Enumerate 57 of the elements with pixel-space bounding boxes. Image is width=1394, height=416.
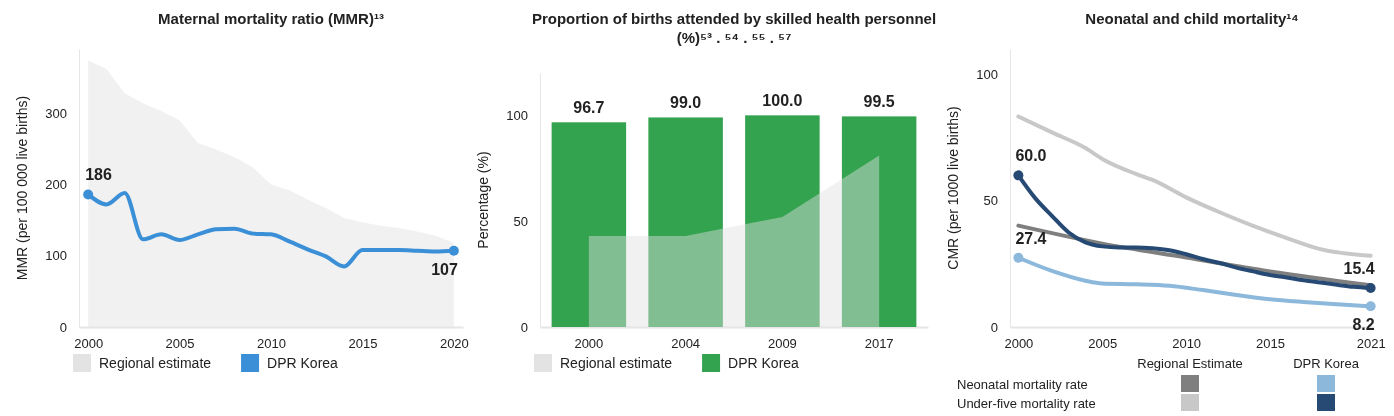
- x-tick-label: 2000: [1004, 336, 1034, 352]
- bar: [551, 122, 627, 327]
- x-tick-label: 2020: [439, 336, 469, 352]
- y-tick-label: 50: [513, 213, 528, 229]
- y-tick-label: 100: [506, 107, 528, 123]
- x-tick-label: 2004: [671, 336, 701, 352]
- x-tick-label: 2009: [767, 336, 797, 352]
- x-tick-label: 2015: [1256, 336, 1285, 352]
- x-tick-label: 2015: [348, 336, 378, 352]
- x-tick-label: 2021: [1356, 336, 1386, 352]
- point: [1365, 283, 1376, 294]
- data-label: 99.0: [670, 94, 702, 112]
- y-tick-label: 0: [59, 319, 67, 335]
- y-tick-label: 300: [45, 105, 67, 121]
- bar: [841, 116, 917, 327]
- legend-label: Regional estimate: [99, 355, 212, 371]
- point: [1013, 170, 1024, 181]
- y-tick-label: 100: [45, 248, 67, 264]
- y-axis-title: Percentage (%): [475, 151, 491, 249]
- data-label: 99.5: [863, 93, 895, 111]
- data-label: 8.2: [1352, 316, 1375, 334]
- point: [1013, 252, 1024, 263]
- text: Under-five mortality rate: [957, 396, 1096, 411]
- data-label: 60.0: [1015, 147, 1047, 165]
- text: Regional Estimate: [1137, 356, 1243, 371]
- legend-label: Regional estimate: [560, 355, 673, 371]
- point: [1365, 301, 1376, 312]
- legend-label: DPR Korea: [728, 355, 800, 371]
- chart-title: Maternal mortality ratio (MMR)¹³: [158, 10, 384, 27]
- x-tick-label: 2010: [1172, 336, 1202, 352]
- bar: [745, 115, 820, 327]
- text: Neonatal mortality rate: [957, 377, 1088, 392]
- x-tick-label: 2000: [574, 336, 604, 352]
- data-label: 27.4: [1015, 229, 1047, 247]
- y-tick-label: 100: [976, 66, 998, 82]
- y-tick-label: 200: [45, 177, 67, 193]
- data-label: 96.7: [573, 99, 605, 117]
- data-label: 100.0: [762, 92, 803, 110]
- text: DPR Korea: [1293, 356, 1360, 371]
- chart-title: Proportion of births attended by skilled health personnel (%)⁵³ . ⁵⁴ . ⁵⁵ . ⁵⁷: [531, 10, 937, 46]
- x-tick-label: 2010: [257, 336, 286, 352]
- chart-title: Neonatal and child mortality¹⁴: [1085, 10, 1299, 27]
- bar: [648, 117, 723, 327]
- data-label: 186: [85, 166, 112, 184]
- y-tick-label: 0: [990, 319, 998, 335]
- line-series: [1016, 114, 1373, 258]
- y-tick-label: 50: [983, 193, 998, 209]
- x-tick-label: 2017: [864, 336, 894, 352]
- data-label: 15.4: [1343, 260, 1375, 278]
- x-tick-label: 2000: [74, 336, 104, 352]
- y-axis-title: MMR (per 100 000 live births): [14, 95, 30, 281]
- data-label: 107: [431, 260, 458, 278]
- y-axis-title: CMR (per 1000 live births): [945, 106, 961, 270]
- legend-label: DPR Korea: [267, 355, 339, 371]
- y-tick-label: 0: [520, 319, 528, 335]
- x-tick-label: 2005: [165, 336, 195, 352]
- x-tick-label: 2005: [1088, 336, 1118, 352]
